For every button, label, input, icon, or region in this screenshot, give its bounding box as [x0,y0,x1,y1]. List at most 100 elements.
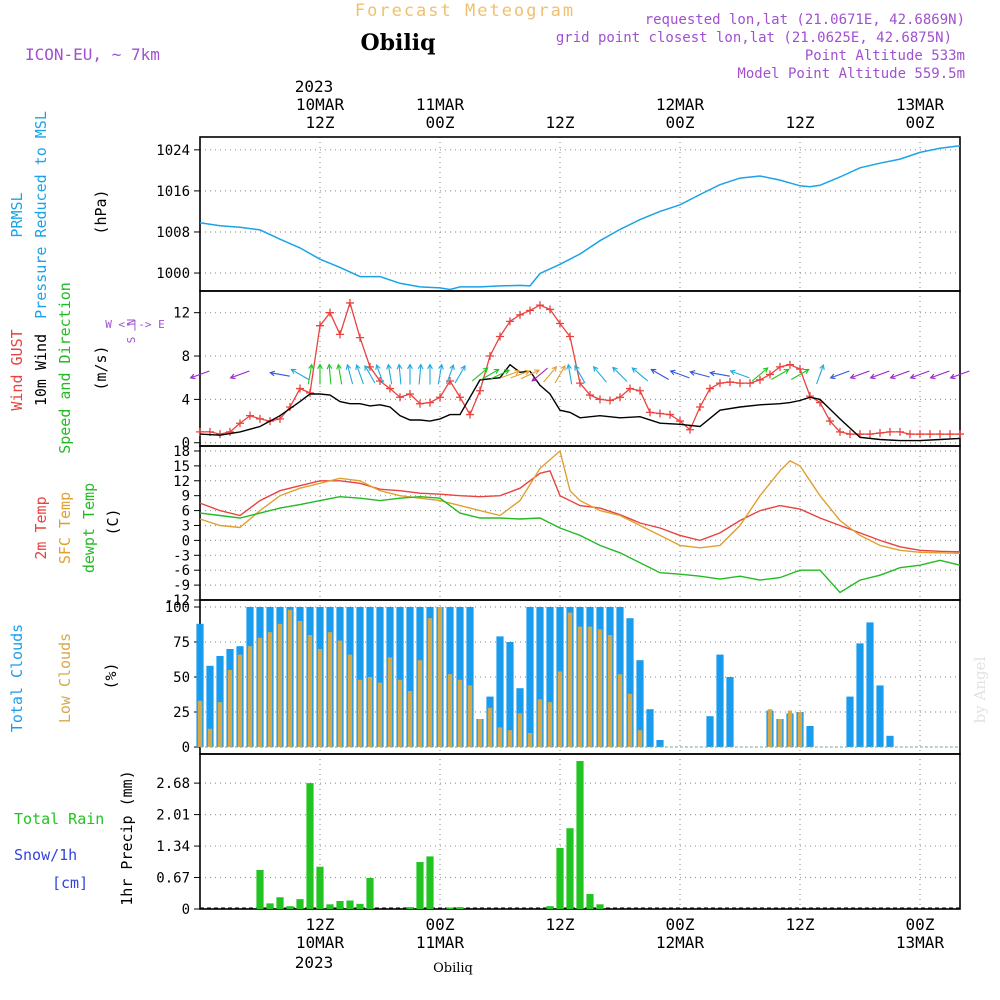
wind-direction-arrow [889,370,910,380]
y-tick-label: 15 [173,459,190,475]
gust-point [516,310,524,319]
sfc-temp-line [199,449,961,554]
forecast-title: Forecast Meteogram [355,1,575,21]
total-cloud-bar [706,716,714,747]
wind-direction-arrow [669,369,690,379]
rain-bar [316,866,324,909]
y-tick-label: 1008 [156,225,190,241]
low-cloud-bar [607,635,613,747]
gust-point [886,427,894,436]
low-cloud-bar [507,730,513,747]
wind-direction-arrow [490,369,511,380]
low-cloud-bar [587,626,593,747]
footer-location: Obiliq [433,961,473,976]
top-hour-label: 00Z [906,113,935,132]
low-cloud-bar [427,618,433,747]
low-cloud-bar [257,637,263,747]
rain-bar [416,862,424,909]
y-tick-label: 2.68 [156,776,190,792]
gust-point [766,370,774,379]
gust-point [756,375,764,384]
wind-direction-arrow [407,363,413,385]
gust-point [786,360,794,369]
sfc-temp-label: SFC Temp [56,492,74,564]
y-tick-label: -6 [173,563,190,579]
total-cloud-bar [726,677,734,747]
wind-direction-arrow [355,364,364,385]
y-tick-label: -9 [173,578,190,594]
y-tick-label: 2.01 [156,808,190,824]
gust-point [236,419,244,428]
top-date-label: 13MAR [896,95,945,114]
pressure-label-prmsl: PRMSL [8,192,26,237]
low-cloud-bar [287,609,293,747]
y-tick-label: 1024 [156,143,190,159]
rain-bar [586,893,594,909]
t2m-label: 2m Temp [32,496,50,559]
total-cloud-bar [626,618,634,747]
wind-gust-label: Wind GUST [8,329,26,410]
gust-point [456,393,464,402]
low-cloud-bar [787,710,793,747]
bottom-hour-label: 12Z [786,915,815,934]
rain-bar [456,907,464,909]
wind-direction-arrow [386,363,393,385]
wind-direction-arrow [909,370,930,380]
bottom-date-label: 10MAR [296,933,345,952]
dewpt-label: dewpt Temp [80,483,98,573]
y-tick-label: 0 [182,740,190,756]
low-cloud-bar [407,691,413,747]
low-cloud-bar [277,623,283,747]
top-hour-label: 12Z [546,113,575,132]
low-cloud-bar [357,679,363,747]
wind-10m-label: 10m Wind [32,334,50,406]
low-cloud-bar [557,671,563,747]
gust-point [926,430,934,439]
bottom-hour-label: 00Z [426,915,455,934]
credit-watermark: by Angel [971,656,989,723]
low-cloud-bar [547,702,553,747]
wind-direction-arrow [592,365,607,383]
snow-unit-label: [cm] [52,874,88,892]
gust-point [716,379,724,388]
low-cloud-bar [597,629,603,747]
top-date-label: 11MAR [416,95,465,114]
gust-point [506,317,514,326]
wind-direction-arrow [929,370,950,380]
total-cloud-bar [866,622,874,747]
y-tick-label: 8 [182,349,190,365]
rain-bar [346,900,354,909]
gust-point [916,430,924,439]
y-tick-label: 9 [182,489,190,505]
dewpt-line [199,495,961,594]
wind-direction-arrow [269,370,290,377]
rain-bar [446,907,454,909]
y-tick-label: 3 [182,518,190,534]
total-cloud-bar [886,735,894,747]
wind-direction-arrow [751,367,769,382]
low-cloud-bar [397,679,403,747]
total-cloud-bar [646,709,654,747]
bottom-hour-label: 12Z [546,915,575,934]
wind-direction-arrow [829,370,850,380]
top-hour-label: 12Z [306,113,335,132]
gust-point [416,399,424,408]
wind-direction-arrow [791,368,810,380]
gust-point [936,430,944,439]
wind-direction-arrow [500,369,521,379]
y-tick-label: 0 [182,533,190,549]
total-cloud-bar [396,607,404,747]
low-cloud-bar [567,612,573,747]
gust-point [706,384,714,393]
total-cloud-bar [496,636,504,747]
panel-precip: 0 0.67 1.34 2.01 2.68 [156,753,961,918]
low-cloud-bar [777,719,783,747]
rain-bar [276,897,284,909]
gust-point [526,306,534,315]
gust-point [466,410,474,419]
y-tick-label: 0 [182,436,190,452]
bottom-date-label: 12MAR [656,933,705,952]
wind-direction-arrow [543,365,558,383]
wind-direction-arrow [631,367,649,382]
